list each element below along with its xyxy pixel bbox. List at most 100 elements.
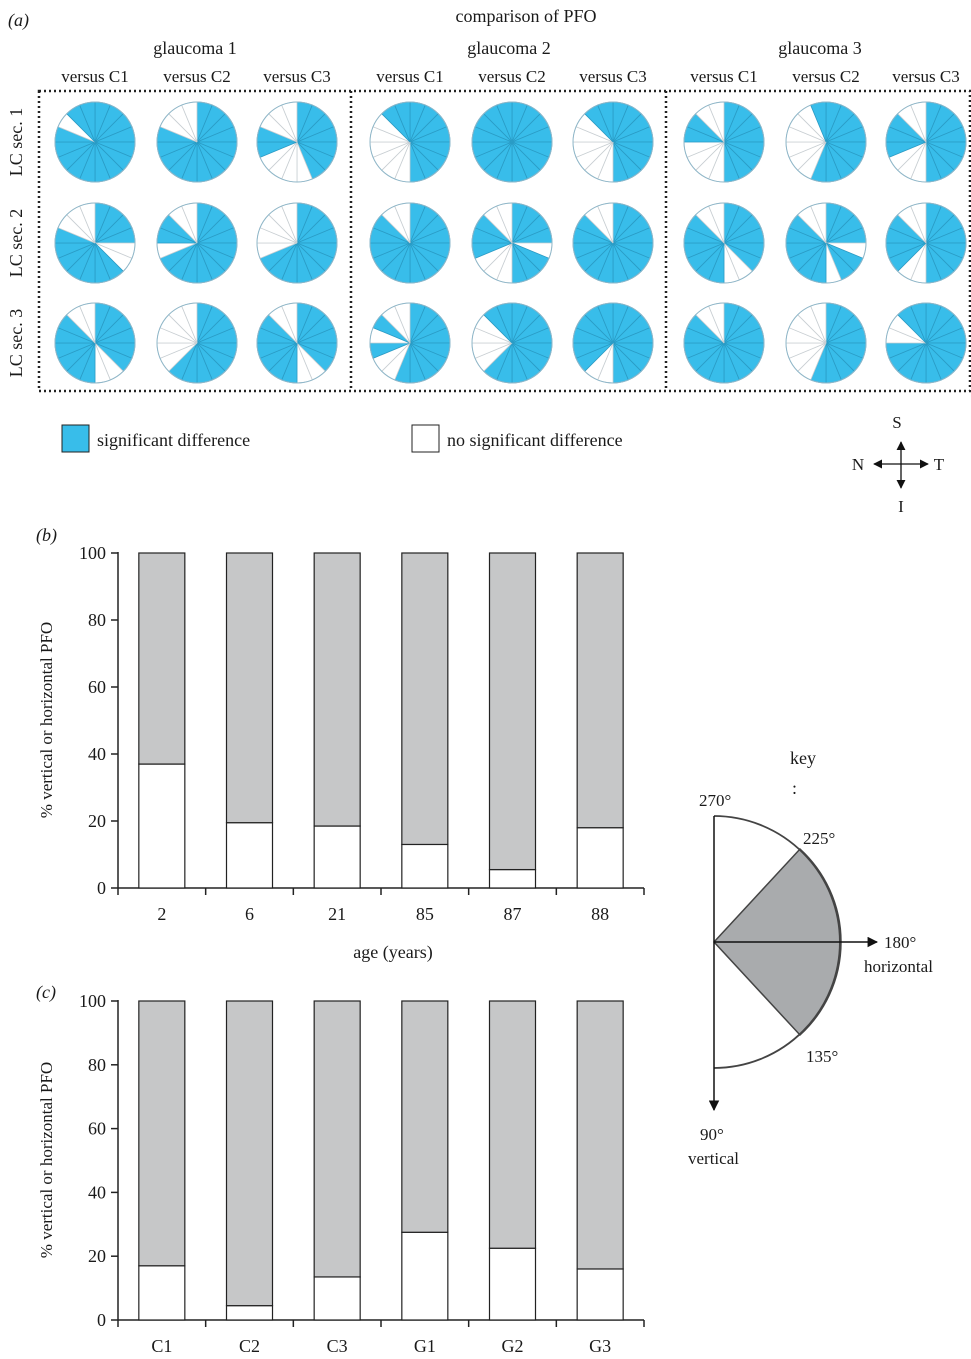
bar-segment [576, 827, 624, 889]
pie-chart [785, 302, 867, 384]
pie-chart [683, 101, 765, 183]
group-label: glaucoma 2 [467, 38, 550, 58]
panel-a-frame [37, 89, 971, 393]
pie-chart [256, 302, 338, 384]
pie-outline [156, 101, 238, 183]
panel-c: (c) % vertical or horizontal PFO 0 20 40 60… [36, 982, 645, 1356]
pie-chart [369, 202, 451, 284]
pie-outline [256, 101, 338, 183]
column-header: versus C3 [579, 67, 647, 86]
bar-segment [138, 1000, 186, 1267]
y-axis-label: % vertical or horizontal PFO [37, 622, 56, 818]
bar-segment [401, 1231, 449, 1321]
compass-up-label: S [892, 413, 901, 432]
pie-outline [54, 101, 136, 183]
x-tick-label: 85 [416, 904, 434, 924]
pie-chart [785, 101, 867, 183]
pie-outline [785, 101, 867, 183]
pie-chart [683, 302, 765, 384]
key-label-90: 90° [700, 1125, 724, 1144]
pie-chart [885, 101, 967, 183]
pie-outline [54, 202, 136, 284]
pie-outline [54, 302, 136, 384]
pie-chart [572, 101, 654, 183]
pie-outline [156, 302, 238, 384]
group-label: glaucoma 1 [153, 38, 236, 58]
column-header: versus C1 [690, 67, 758, 86]
pie-outline [572, 202, 654, 284]
pie-chart [369, 101, 451, 183]
pie-outline [156, 202, 238, 284]
bar-segment [313, 552, 361, 827]
x-tick-label: G1 [414, 1336, 436, 1356]
pie-outline [369, 101, 451, 183]
key-title: key [790, 748, 816, 768]
bar-segment [401, 1000, 449, 1233]
key-label-180: 180° [884, 933, 916, 952]
bar-segment [401, 552, 449, 846]
pie-outline [572, 302, 654, 384]
bar-segment [138, 1265, 186, 1321]
key-label-vertical: vertical [688, 1149, 739, 1168]
pie-outline [785, 202, 867, 284]
pie-outline [471, 202, 553, 284]
bar-segment [488, 868, 537, 889]
panel-b: (b) % vertical or horizontal PFO 0 20 40 60… [36, 525, 645, 963]
column-headers: versus C1 versus C2 versus C3 versus C1 vers… [61, 67, 960, 86]
y-axis-label: % vertical or horizontal PFO [37, 1062, 56, 1258]
pie-chart [471, 302, 553, 384]
pie-chart [54, 302, 136, 384]
bar-segment [225, 822, 274, 889]
y-tick-label: 80 [88, 1055, 106, 1075]
y-tick-label: 20 [88, 1246, 106, 1266]
compass-down-label: I [898, 497, 904, 516]
pie-chart [256, 202, 338, 284]
panel-a-label: (a) [8, 10, 29, 31]
pie-chart [885, 202, 967, 284]
bar-segment [576, 1268, 624, 1321]
x-tick-label: 6 [245, 904, 254, 924]
pie-chart [156, 101, 238, 183]
row-label: LC sec. 3 [6, 309, 26, 377]
key-label-270: 270° [699, 791, 731, 810]
x-tick-label: G3 [589, 1336, 611, 1356]
bar-segment [313, 1000, 361, 1278]
y-tick-label: 0 [97, 878, 106, 898]
y-tick-label: 40 [88, 744, 106, 764]
y-tick-label: 40 [88, 1182, 106, 1202]
panel-b-label: (b) [36, 525, 57, 546]
y-tick-label: 60 [88, 677, 106, 697]
pie-outline [785, 302, 867, 384]
compass: S N T I [852, 413, 945, 516]
bar-segment [313, 1276, 361, 1321]
column-header: versus C3 [263, 67, 331, 86]
pie-outline [683, 101, 765, 183]
x-tick-label: G2 [502, 1336, 524, 1356]
column-header: versus C2 [163, 67, 231, 86]
pie-outline [369, 302, 451, 384]
legend-label-not-significant: no significant difference [447, 430, 623, 450]
row-label: LC sec. 1 [6, 108, 26, 176]
pie-outline [885, 202, 967, 284]
pie-chart [54, 202, 136, 284]
bar-segment [225, 1305, 274, 1321]
x-tick-label: 2 [157, 904, 166, 924]
y-tick-label: 100 [79, 543, 106, 563]
pie-outline [256, 302, 338, 384]
bar-segment [576, 1000, 624, 1270]
y-tick-label: 0 [97, 1310, 106, 1330]
panel-c-label: (c) [36, 982, 56, 1003]
pie-chart [256, 101, 338, 183]
bar-segment [401, 843, 449, 889]
panel-a-title: comparison of PFO [456, 6, 597, 26]
key-label-horizontal: horizontal [864, 957, 933, 976]
pie-chart [156, 202, 238, 284]
legend-label-significant: significant difference [97, 430, 250, 450]
column-header: versus C2 [478, 67, 546, 86]
pie-chart [471, 101, 553, 183]
pie-outline [885, 302, 967, 384]
key-label-225: 225° [803, 829, 835, 848]
x-tick-label: C1 [151, 1336, 172, 1356]
bar-segment [225, 552, 274, 824]
